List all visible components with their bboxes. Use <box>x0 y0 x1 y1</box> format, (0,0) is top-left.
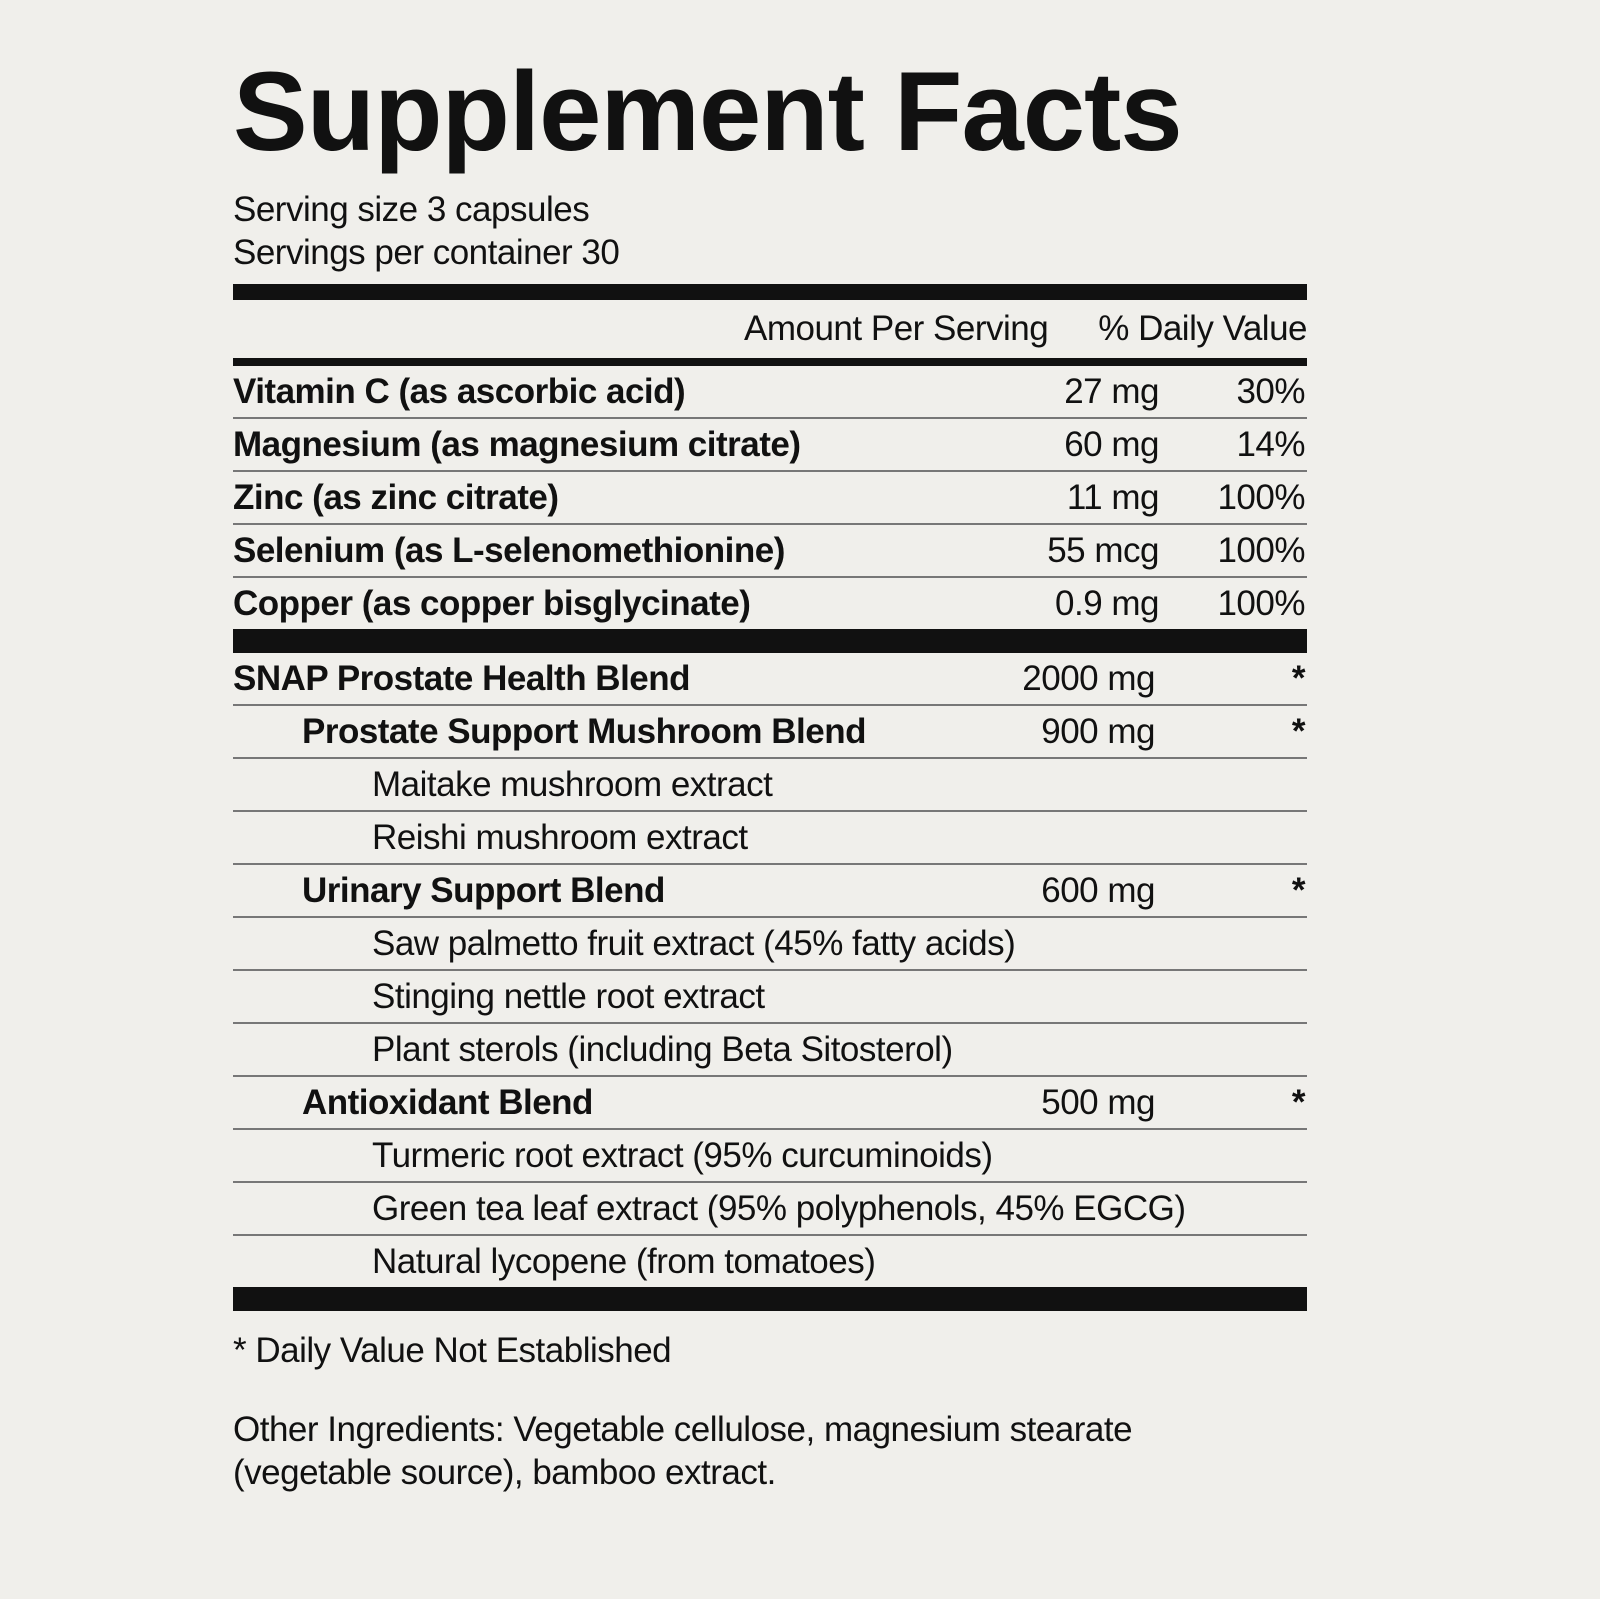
supplement-facts-label: Supplement Facts Serving size 3 capsules… <box>233 52 1307 1494</box>
ingredient-amount: 600 mg <box>1041 870 1155 910</box>
ingredient-name: Stinging nettle root extract <box>372 976 765 1016</box>
other-ingredients: Other Ingredients: Vegetable cellulose, … <box>233 1408 1307 1494</box>
ingredient-row: Urinary Support Blend 600 mg * <box>233 865 1307 918</box>
label-title: Supplement Facts <box>233 49 1183 174</box>
ingredient-row: Green tea leaf extract (95% polyphenols,… <box>233 1183 1307 1236</box>
ingredient-row: SNAP Prostate Health Blend 2000 mg * <box>233 653 1307 706</box>
ingredient-name: Zinc (as zinc citrate) <box>233 477 559 517</box>
ingredient-name: Turmeric root extract (95% curcuminoids) <box>372 1135 993 1175</box>
ingredient-amount: 11 mg <box>1066 477 1160 517</box>
ingredient-name: Copper (as copper bisglycinate) <box>233 583 751 623</box>
ingredient-row: Antioxidant Blend 500 mg * <box>233 1077 1307 1130</box>
ingredient-amount: 55 mcg <box>1047 530 1159 570</box>
ingredient-row: Magnesium (as magnesium citrate) 60 mg 14% <box>233 419 1307 472</box>
ingredient-name: Vitamin C (as ascorbic acid) <box>233 371 686 411</box>
ingredient-name: Urinary Support Blend <box>302 870 665 910</box>
ingredient-name: Saw palmetto fruit extract (45% fatty ac… <box>372 923 1016 963</box>
ingredient-row: Prostate Support Mushroom Blend 900 mg * <box>233 706 1307 759</box>
ingredient-amount: 60 mg <box>1064 424 1159 464</box>
daily-value: 100% <box>1217 477 1305 517</box>
divider-thick <box>233 284 1307 300</box>
daily-value: * <box>1291 658 1306 698</box>
servings-per-container: Servings per container 30 <box>233 233 620 272</box>
daily-value-header: % Daily Value <box>1098 309 1307 348</box>
ingredient-row: Turmeric root extract (95% curcuminoids) <box>233 1130 1307 1183</box>
daily-value: 30% <box>1236 371 1305 411</box>
ingredient-name: Prostate Support Mushroom Blend <box>302 711 866 751</box>
ingredient-name: SNAP Prostate Health Blend <box>233 658 691 698</box>
daily-value: * <box>1291 870 1306 910</box>
divider-medium <box>233 358 1307 366</box>
ingredient-row: Zinc (as zinc citrate) 11 mg 100% <box>233 472 1307 525</box>
ingredient-amount: 900 mg <box>1041 711 1155 751</box>
ingredient-amount: 0.9 mg <box>1055 583 1160 623</box>
ingredient-amount: 27 mg <box>1064 371 1159 411</box>
ingredient-name: Antioxidant Blend <box>302 1082 593 1122</box>
other-ingredients-line: Other Ingredients: Vegetable cellulose, … <box>233 1410 1133 1449</box>
daily-value: * <box>1291 1082 1306 1122</box>
ingredient-row: Saw palmetto fruit extract (45% fatty ac… <box>233 918 1307 971</box>
footnote: * Daily Value Not Established <box>233 1331 672 1370</box>
ingredient-row: Maitake mushroom extract <box>233 759 1307 812</box>
ingredient-row: Copper (as copper bisglycinate) 0.9 mg 100… <box>233 578 1307 629</box>
ingredient-name: Green tea leaf extract (95% polyphenols,… <box>372 1188 1186 1228</box>
ingredient-row: Vitamin C (as ascorbic acid) 27 mg 30% <box>233 366 1307 419</box>
ingredient-row: Selenium (as L-selenomethionine) 55 mcg 10… <box>233 525 1307 578</box>
daily-value: 100% <box>1217 530 1305 570</box>
ingredient-name: Maitake mushroom extract <box>372 764 773 804</box>
amount-header: Amount Per Serving <box>744 309 1049 348</box>
ingredient-row: Natural lycopene (from tomatoes) <box>233 1236 1307 1287</box>
daily-value: 14% <box>1236 424 1305 464</box>
column-header: Amount Per Serving % Daily Value <box>233 300 1307 358</box>
ingredient-name: Plant sterols (including Beta Sitosterol… <box>372 1029 953 1069</box>
ingredient-amount: 500 mg <box>1041 1082 1155 1122</box>
ingredient-row: Reishi mushroom extract <box>233 812 1307 865</box>
ingredient-name: Magnesium (as magnesium citrate) <box>233 424 801 464</box>
ingredient-name: Selenium (as L-selenomethionine) <box>233 530 785 570</box>
daily-value: * <box>1291 711 1306 751</box>
serving-size: Serving size 3 capsules <box>233 190 590 229</box>
other-ingredients-line: (vegetable source), bamboo extract. <box>233 1453 776 1492</box>
nutrient-table: Vitamin C (as ascorbic acid) 27 mg 30% Magn… <box>233 366 1307 629</box>
ingredient-name: Natural lycopene (from tomatoes) <box>372 1241 876 1281</box>
divider-thick <box>233 1287 1307 1311</box>
ingredient-row: Plant sterols (including Beta Sitosterol… <box>233 1024 1307 1077</box>
ingredient-name: Reishi mushroom extract <box>372 817 748 857</box>
daily-value: 100% <box>1217 583 1305 623</box>
divider-thick <box>233 629 1307 653</box>
ingredient-amount: 2000 mg <box>1022 658 1155 698</box>
blend-table: SNAP Prostate Health Blend 2000 mg * Prosta… <box>233 653 1307 1287</box>
ingredient-row: Stinging nettle root extract <box>233 971 1307 1024</box>
